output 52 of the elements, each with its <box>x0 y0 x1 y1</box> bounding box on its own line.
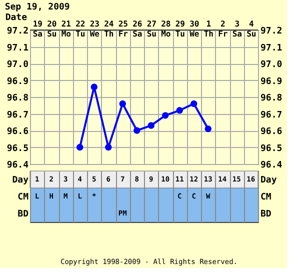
y2-tick-label: 96.8 <box>260 94 282 104</box>
y2-tick-label: Day <box>260 176 278 186</box>
y2-tick-label: 97.2 <box>260 26 282 36</box>
x-tick-label: 19 Sa <box>32 20 43 38</box>
x-tick-label: 21 Mo <box>61 20 72 38</box>
y2-tick-label: 96.6 <box>260 127 282 137</box>
point <box>119 100 126 108</box>
x-tick-label: 26 Sa <box>132 20 142 38</box>
y-tick-label: 96.8 <box>6 94 28 104</box>
y2-tick-label: 96.5 <box>260 144 282 154</box>
x-tick-label: 20 Su <box>47 20 57 38</box>
x-tick-label: 30 We <box>190 20 200 38</box>
x-tick-label: 27 Su <box>146 20 157 38</box>
y2-tick-label: 96.9 <box>260 76 282 87</box>
y2-tick-label: CM <box>260 192 272 202</box>
point <box>76 144 84 151</box>
x-tick-label: 3 Sa <box>232 20 242 38</box>
x-tick-label: 22 Tu <box>76 20 86 38</box>
y-tick-label: 97.1 <box>6 43 28 54</box>
y-tick-label: 97.2 <box>6 26 28 36</box>
y2-tick-label: 96.4 <box>260 160 283 170</box>
point <box>148 122 154 129</box>
x-tick-label: 24 Th <box>104 20 114 38</box>
y-tick-label: 96.5 <box>6 144 28 154</box>
y2-tick-label: 97.1 <box>260 43 282 54</box>
y-tick-label: CM <box>18 192 30 202</box>
point <box>162 112 169 119</box>
x-axis-title: Date <box>5 13 28 23</box>
point <box>176 107 183 114</box>
y-tick-label: BD <box>18 210 30 220</box>
point <box>204 125 212 132</box>
y-tick-label: 96.9 <box>6 76 28 87</box>
y2-tick-label: 96.7 <box>260 110 282 120</box>
y-tick-label: 97.0 <box>6 60 28 70</box>
y2-tick-label: BD <box>260 210 272 220</box>
x-tick-label: 23 We <box>90 20 100 38</box>
point <box>105 144 112 151</box>
x-tick-label: 29 Tu <box>175 20 186 38</box>
x-tick-label: 25 Fr <box>118 20 128 38</box>
point <box>134 127 140 134</box>
y2-tick-label: 97.0 <box>260 60 282 70</box>
point <box>190 100 198 108</box>
x-tick-label: 2 Fr <box>218 20 228 38</box>
x-tick-label: 28 Mo <box>161 20 171 38</box>
x-tick-label: 4 Su <box>246 20 256 38</box>
x-tick-label: 1 Th <box>204 20 214 38</box>
chart-title: Sep 19, 2009 <box>4 2 70 12</box>
y-tick-label: Day <box>12 176 30 186</box>
point <box>90 84 98 90</box>
y-tick-label: 96.6 <box>6 127 28 137</box>
y-tick-label: 96.4 <box>6 160 30 170</box>
y-tick-label: 96.7 <box>6 110 28 120</box>
